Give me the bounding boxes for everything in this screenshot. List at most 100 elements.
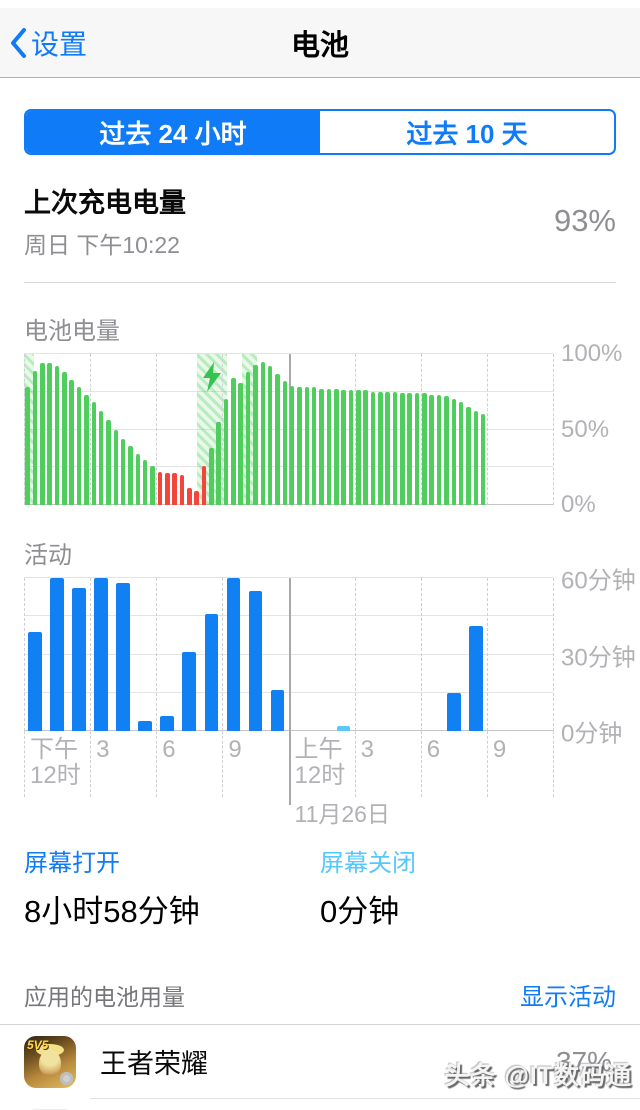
activity-bar xyxy=(248,590,263,731)
activity-chart-title: 活动 xyxy=(24,542,72,569)
time-range-segmented-control: 过去 24 小时 过去 10 天 xyxy=(24,109,616,155)
battery-level-bar xyxy=(436,394,442,505)
axis-tick-label: 100% xyxy=(561,340,623,367)
gridline-vertical xyxy=(156,578,158,731)
battery-level-bar xyxy=(407,393,412,505)
app-row-youku[interactable]: 优酷 34% xyxy=(0,1098,640,1110)
axis-tick xyxy=(90,731,92,797)
battery-level-bar xyxy=(260,361,266,505)
battery-level-yaxis: 100% 50% 0% xyxy=(561,340,639,518)
battery-level-bar xyxy=(297,387,302,505)
battery-level-chart-title: 电池电量 xyxy=(24,318,120,345)
divider xyxy=(0,1024,640,1025)
battery-level-bar xyxy=(32,370,38,505)
screen-on-stat: 屏幕打开 8小时58分钟 xyxy=(24,843,320,931)
battery-level-bar xyxy=(179,474,185,505)
midnight-tick xyxy=(288,731,291,805)
battery-level-bar xyxy=(348,390,354,505)
activity-bar xyxy=(226,578,241,731)
axis-tick xyxy=(354,731,356,797)
page-title: 电池 xyxy=(290,29,349,62)
battery-level-bar xyxy=(231,378,236,505)
date-annotation: 11月26日 xyxy=(294,801,390,827)
x-axis-label: 3 xyxy=(360,736,374,763)
battery-level-bar xyxy=(54,366,60,505)
battery-level-bar xyxy=(194,491,199,505)
app-battery-percent: 37% xyxy=(555,1045,612,1077)
battery-level-bar xyxy=(216,421,221,505)
status-bar-strip xyxy=(0,0,640,8)
battery-level-bar xyxy=(333,388,339,505)
gridline-vertical xyxy=(420,354,422,505)
app-usage-header: 应用的电池用量 显示活动 xyxy=(24,977,616,1012)
gridline-vertical xyxy=(90,354,92,505)
screen-off-value: 0分钟 xyxy=(320,894,400,929)
honor-of-kings-app-icon: 5V5 xyxy=(24,1035,76,1088)
x-axis-label: 6 xyxy=(426,736,441,763)
axis-tick xyxy=(156,731,158,797)
last-charge-title: 上次充电电量 xyxy=(24,188,186,218)
axis-tick-label: 30分钟 xyxy=(561,644,636,671)
gridline-vertical xyxy=(553,354,554,505)
gridline-horizontal xyxy=(24,577,553,578)
app-row-honor-of-kings[interactable]: 5V5 王者荣耀 37% xyxy=(0,1025,640,1098)
battery-level-bar xyxy=(363,390,368,505)
gridline-vertical xyxy=(24,578,25,731)
battery-level-bar xyxy=(473,411,479,505)
screen-off-label: 屏幕关闭 xyxy=(320,850,416,877)
axis-tick xyxy=(222,731,224,797)
hok-character-face xyxy=(39,1049,61,1076)
hok-5v5-badge: 5V5 xyxy=(27,1037,49,1052)
axis-tick-label: 0% xyxy=(561,491,596,518)
last-charge-text: 上次充电电量 周日 下午10:22 xyxy=(24,181,186,260)
battery-level-bar xyxy=(429,394,435,505)
battery-level-bar xyxy=(150,465,155,505)
tab-last-24-hours[interactable]: 过去 24 小时 xyxy=(26,111,320,153)
battery-level-bar xyxy=(326,388,332,505)
gridline-vertical xyxy=(354,354,356,505)
battery-level-bar xyxy=(392,391,398,505)
activity-bar xyxy=(50,578,64,731)
battery-level-bar xyxy=(106,420,111,505)
app-usage-title: 应用的电池用量 xyxy=(24,984,185,1010)
battery-level-plot xyxy=(24,353,554,505)
x-axis-labels: 下午 12时 3 6 9 上午 12时 3 6 9 11月26日 xyxy=(24,731,554,827)
tab-last-10-days[interactable]: 过去 10 天 xyxy=(406,118,528,149)
activity-bar xyxy=(336,725,351,731)
last-charge-section: 上次充电电量 周日 下午10:22 93% xyxy=(24,181,616,283)
battery-level-bar xyxy=(172,473,177,505)
battery-level-bar xyxy=(238,382,243,505)
battery-level-bar xyxy=(282,381,288,505)
x-axis-label: 9 xyxy=(492,736,507,763)
battery-level-bar xyxy=(422,393,427,505)
battery-level-bar xyxy=(62,372,67,505)
activity-plot xyxy=(24,577,554,731)
activity-bar xyxy=(116,583,130,731)
activity-bar xyxy=(160,715,175,731)
battery-level-bar xyxy=(319,388,324,505)
battery-level-bar xyxy=(98,411,104,505)
screen-off-stat: 屏幕关闭 0分钟 xyxy=(320,843,616,931)
axis-tick xyxy=(553,731,554,797)
battery-level-bar xyxy=(275,373,280,505)
screen-time-stats: 屏幕打开 8小时58分钟 屏幕关闭 0分钟 xyxy=(24,843,616,931)
gridline-vertical xyxy=(553,578,554,731)
activity-bar xyxy=(182,651,197,731)
battery-level-bar xyxy=(451,399,457,505)
midnight-line xyxy=(288,578,291,731)
activity-bar xyxy=(446,692,461,731)
battery-level-bar xyxy=(113,429,119,505)
axis-tick xyxy=(24,731,25,797)
battery-level-bar xyxy=(245,372,251,505)
battery-level-bar xyxy=(47,363,52,505)
last-charge-percent: 93% xyxy=(553,202,616,238)
activity-bar xyxy=(270,690,285,731)
battery-level-bar xyxy=(164,473,170,505)
battery-level-bar xyxy=(142,459,148,505)
x-axis-label: 下午 12时 xyxy=(30,736,81,789)
battery-level-bar xyxy=(209,447,214,505)
charging-lightning-icon xyxy=(201,362,223,397)
back-button[interactable]: 设置 xyxy=(10,8,87,77)
back-chevron-icon xyxy=(11,27,26,58)
show-activity-button[interactable]: 显示活动 xyxy=(520,984,616,1011)
